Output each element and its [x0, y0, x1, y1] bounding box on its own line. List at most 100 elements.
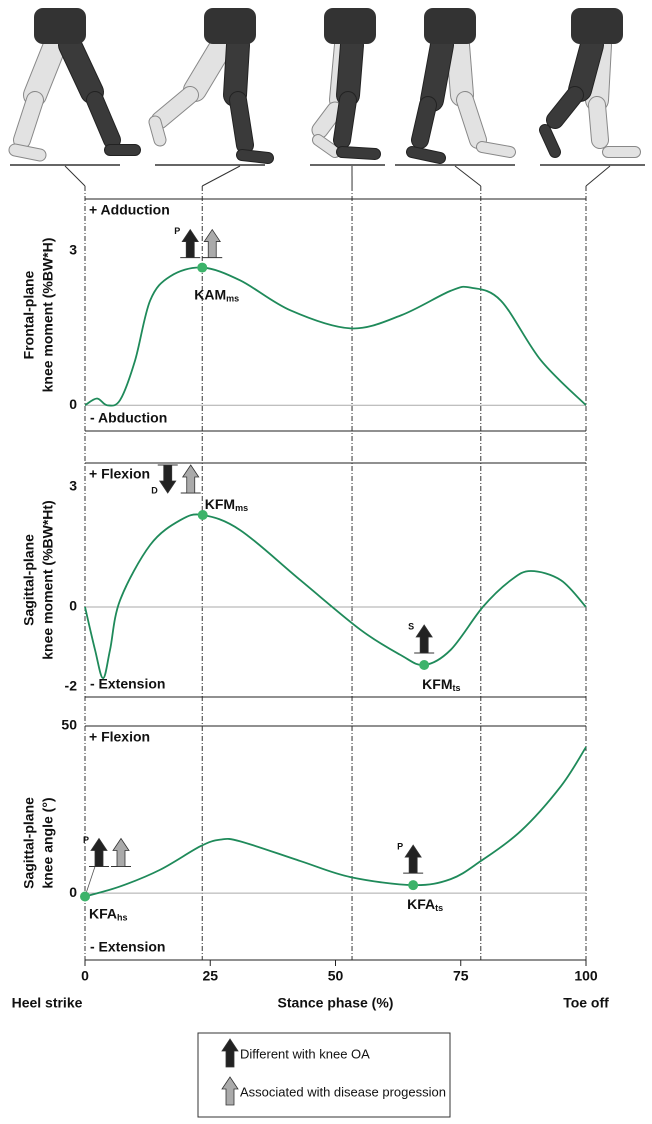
label-sub: ms: [226, 294, 239, 304]
leg-segment: [482, 147, 510, 152]
arrow-letter: P: [397, 841, 403, 851]
y-axis-label: knee moment (%BW*H): [40, 238, 56, 393]
leg-segment: [35, 45, 55, 95]
arrow-icon: [183, 465, 199, 493]
curve: [85, 747, 586, 896]
key-point-label: KFAhs: [89, 905, 128, 923]
arrow-icon: [91, 838, 107, 866]
label-main: KFA: [89, 905, 117, 921]
x-tick-label: 75: [453, 968, 469, 984]
arrow-letter: P: [174, 226, 180, 236]
arrow-icon: [160, 465, 176, 493]
hip: [324, 8, 376, 44]
y-axis-label: Sagittal-plane: [21, 797, 37, 889]
arrow-icon: [416, 625, 432, 653]
bottom-label: - Extension: [90, 676, 165, 692]
key-point: [197, 263, 207, 273]
key-point-label: KFMms: [205, 496, 248, 514]
bottom-label: - Extension: [90, 939, 165, 955]
key-point: [419, 660, 429, 670]
label-sub: ms: [235, 503, 248, 513]
y-axis-label: Frontal-plane: [21, 270, 37, 359]
curve: [85, 514, 586, 678]
arrow-icon: [405, 845, 421, 873]
top-label: + Flexion: [89, 466, 150, 482]
leg-segment: [432, 45, 442, 100]
key-point-label: KFMts: [422, 676, 460, 694]
hip: [424, 8, 476, 44]
leg-segment: [580, 45, 592, 90]
connector: [455, 166, 481, 186]
leg-segment: [412, 152, 440, 158]
x-end-label: Toe off: [563, 995, 609, 1011]
legend-label: Different with knee OA: [240, 1046, 370, 1061]
label-main: KFA: [407, 896, 435, 912]
top-label: + Flexion: [89, 729, 150, 745]
y-tick-label: 3: [69, 478, 77, 494]
arrow-letter: S: [408, 621, 414, 631]
leg-segment: [95, 100, 112, 140]
legend-label: Associated with disease progession: [240, 1084, 446, 1099]
y-tick-label: 50: [61, 717, 77, 733]
leg-segment: [420, 105, 428, 140]
label-sub: ts: [453, 683, 461, 693]
leg-segment: [238, 100, 245, 145]
connector: [586, 166, 610, 186]
x-tick-label: 0: [81, 968, 89, 984]
key-point: [408, 880, 418, 890]
y-tick-label: 0: [69, 396, 77, 412]
arrow-icon: [182, 230, 198, 258]
label-main: KFM: [422, 676, 452, 692]
leg-segment: [545, 130, 555, 152]
leg-segment: [597, 105, 600, 140]
x-tick-label: 25: [202, 968, 218, 984]
connector: [65, 166, 85, 186]
connector: [202, 166, 240, 186]
hip: [34, 8, 86, 44]
leg-segment: [160, 95, 190, 120]
leg-segment: [235, 45, 238, 95]
arrow-icon: [204, 230, 220, 258]
bottom-label: - Abduction: [90, 410, 167, 426]
label-main: KAM: [194, 286, 226, 302]
hip: [204, 8, 256, 44]
leg-segment: [195, 45, 222, 90]
legend-arrow: [222, 1039, 238, 1067]
arrow-icon: [113, 838, 129, 866]
leg-segment: [242, 155, 268, 158]
label-main: KFM: [205, 496, 235, 512]
leg-segment: [342, 100, 348, 140]
y-tick-label: 3: [69, 241, 77, 257]
leg-segment: [348, 45, 352, 95]
leg-segment: [342, 152, 375, 154]
curve: [85, 267, 586, 405]
key-point-label: KAMms: [194, 286, 239, 304]
top-label: + Adduction: [89, 202, 170, 218]
x-start-label: Heel strike: [12, 995, 83, 1011]
x-axis-label: Stance phase (%): [278, 995, 394, 1011]
y-axis-label: Sagittal-plane: [21, 534, 37, 626]
y-tick-label: 0: [69, 884, 77, 900]
arrow-letter: D: [151, 485, 158, 495]
hip: [571, 8, 623, 44]
key-point-label: KFAts: [407, 896, 443, 914]
x-tick-label: 50: [328, 968, 344, 984]
x-tick-label: 100: [574, 968, 598, 984]
leg-segment: [70, 45, 92, 92]
leg-segment: [15, 150, 40, 155]
leg-segment: [458, 45, 462, 95]
leg-illustrations: [10, 8, 645, 165]
legend-arrow: [222, 1077, 238, 1105]
key-point: [80, 891, 90, 901]
leg-segment: [155, 122, 160, 140]
y-axis-label: knee moment (%BW*Ht): [40, 500, 56, 659]
label-sub: ts: [435, 903, 443, 913]
arrow-letter: P: [83, 835, 89, 845]
y-tick-label: 0: [69, 598, 77, 614]
leg-segment: [555, 95, 575, 120]
y-axis-label: knee angle (°): [40, 797, 56, 888]
y-tick-label: -2: [65, 678, 78, 694]
leg-segment: [318, 140, 335, 152]
label-sub: hs: [117, 913, 128, 923]
